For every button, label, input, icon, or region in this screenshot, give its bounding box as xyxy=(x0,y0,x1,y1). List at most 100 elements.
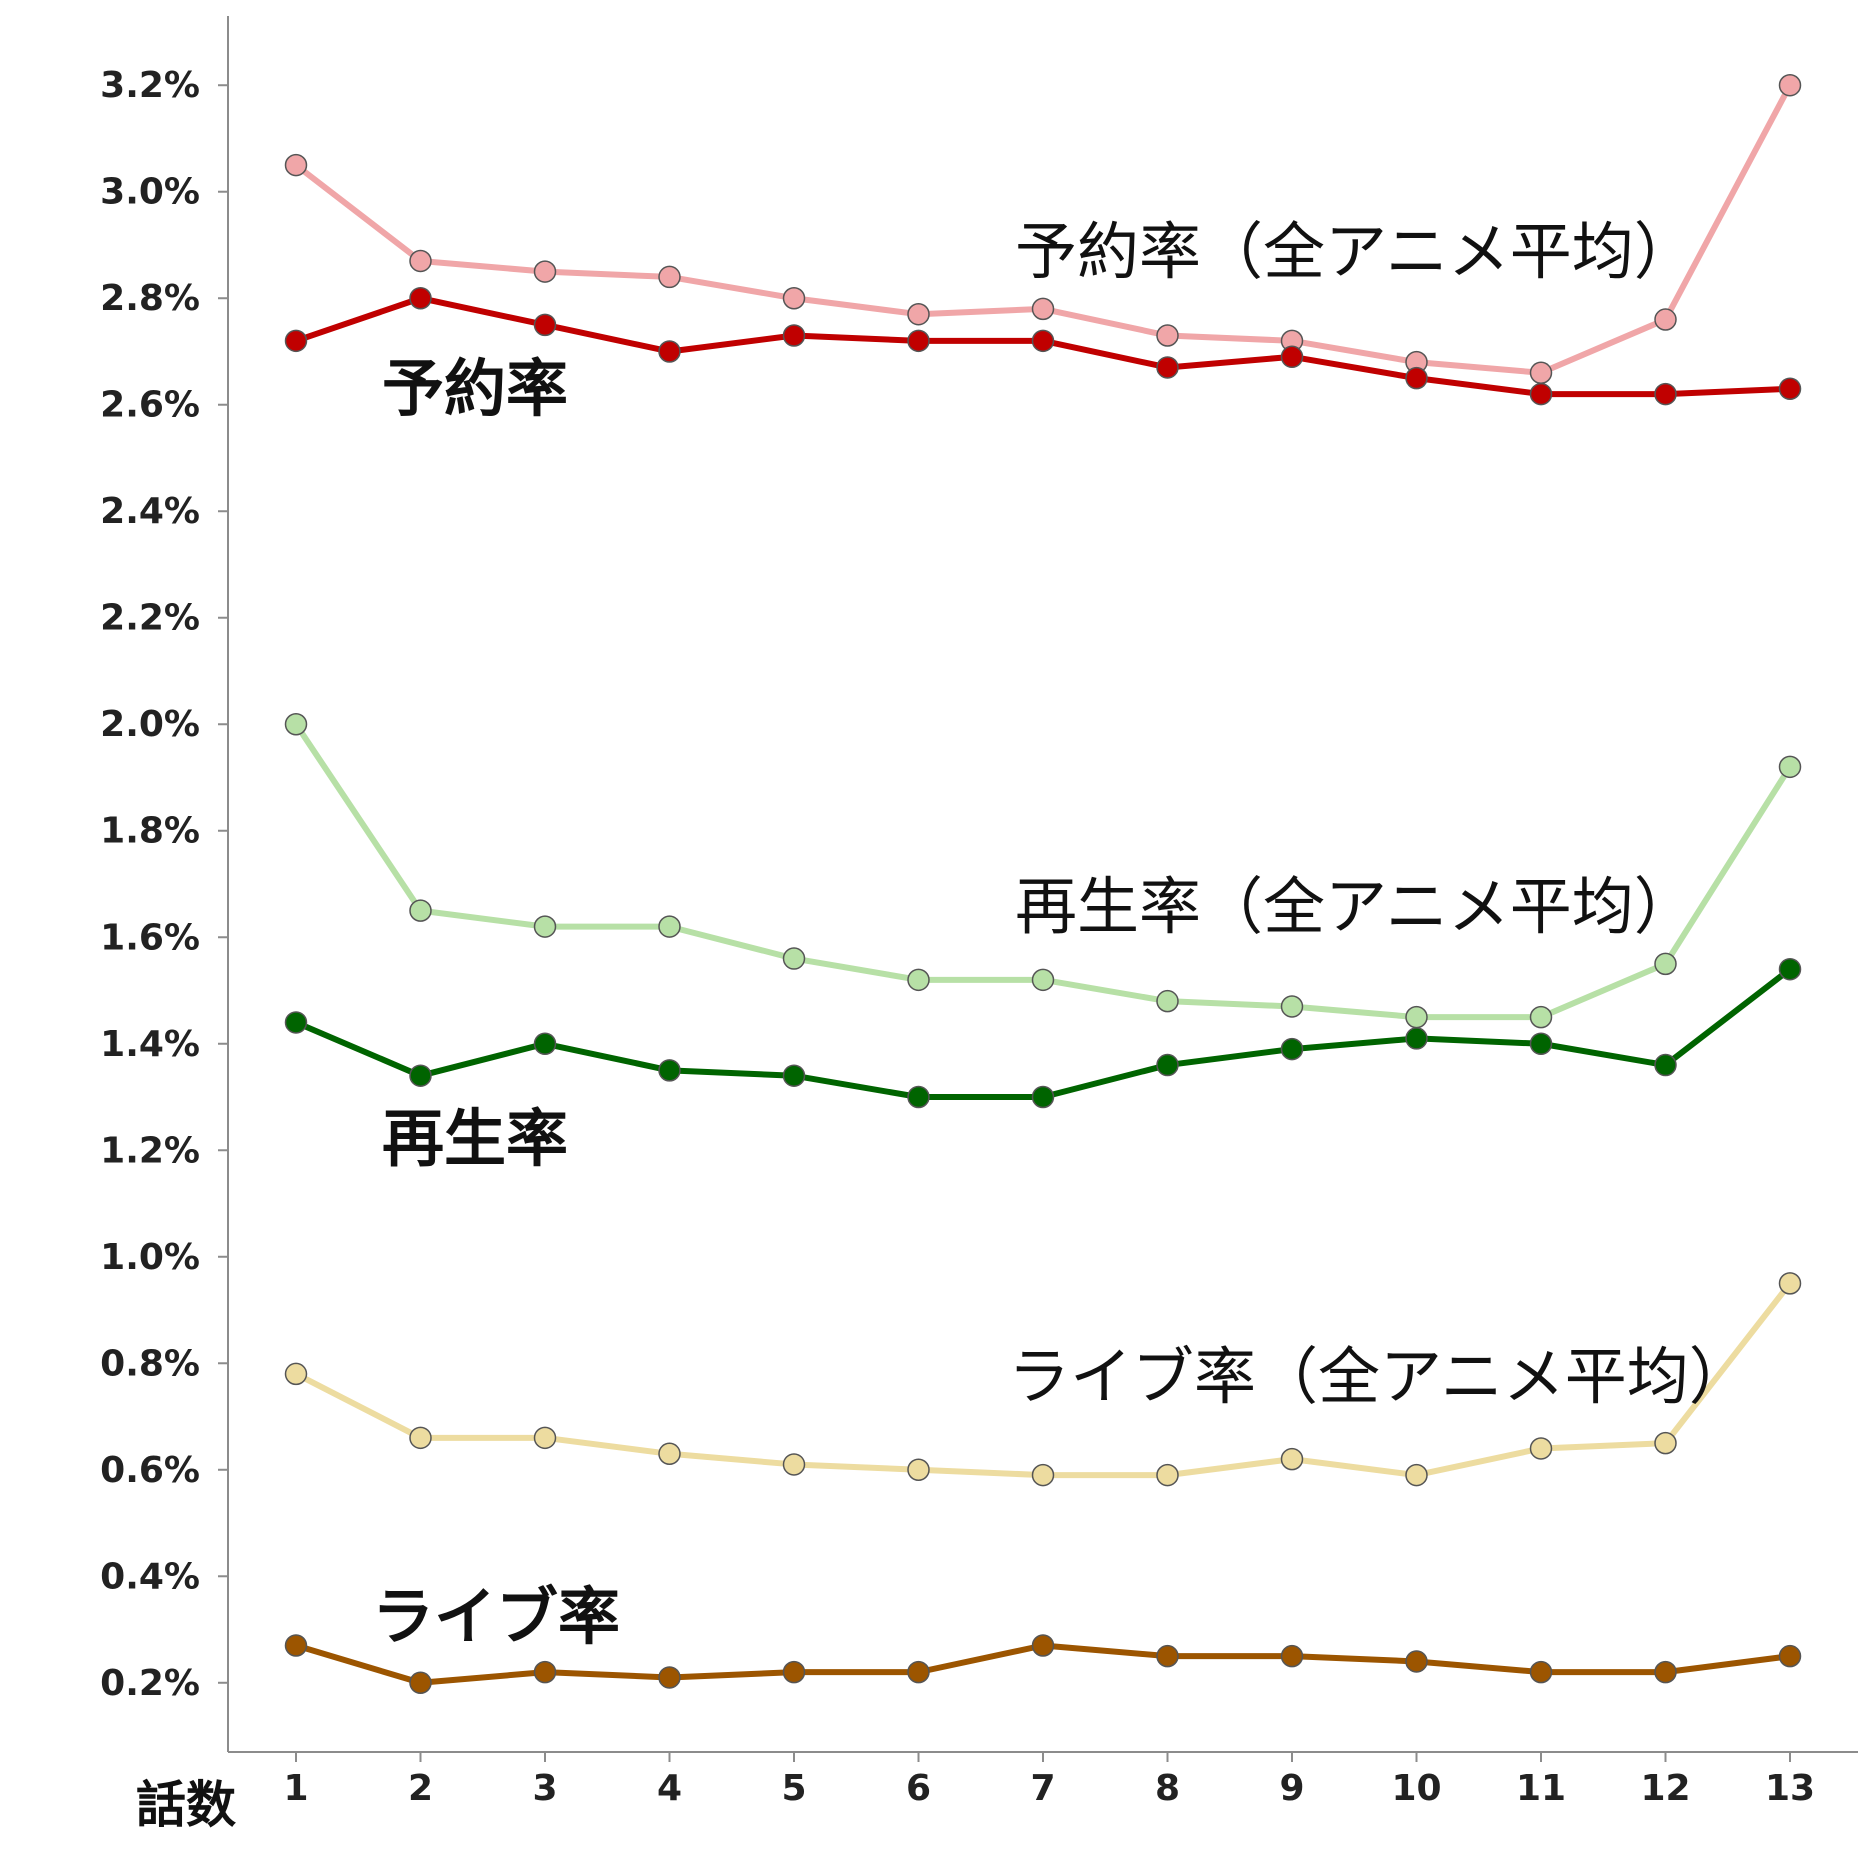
x-tick-label: 8 xyxy=(1155,1768,1180,1809)
data-point-playback_avg xyxy=(533,915,557,938)
data-point-playback_avg xyxy=(1280,995,1304,1018)
data-point-reservation_avg xyxy=(907,302,930,326)
data-point-live xyxy=(1529,1660,1553,1684)
data-point-live xyxy=(907,1660,930,1684)
data-point-playback_avg xyxy=(409,899,432,922)
data-point-live xyxy=(658,1666,681,1689)
y-tick-label: 2.0% xyxy=(100,704,200,745)
x-tick-label: 3 xyxy=(532,1768,557,1809)
y-axis-ticks: 0.2% 0.4% 0.6% 0.8% 1.0% 1.2% 1.4% 1.6% 1.8% 2.0%… xyxy=(100,65,228,1704)
y-tick-label: 0.6% xyxy=(100,1450,200,1491)
x-tick-label: 7 xyxy=(1030,1768,1055,1809)
data-point-live_avg xyxy=(1529,1437,1553,1460)
data-point-live xyxy=(1405,1650,1428,1673)
x-tick-label: 11 xyxy=(1516,1768,1566,1809)
annotation-reservation_avg: 予約率（全アニメ平均） xyxy=(1015,215,1696,288)
data-point-reservation_avg xyxy=(1654,308,1677,331)
data-point-reservation_avg xyxy=(1529,361,1553,385)
y-tick-label: 2.8% xyxy=(100,278,200,319)
data-point-reservation xyxy=(1529,382,1553,406)
data-point-live_avg xyxy=(1031,1463,1055,1487)
data-point-playback_avg xyxy=(1654,952,1677,976)
y-tick-label: 1.6% xyxy=(100,917,200,958)
data-point-reservation_avg xyxy=(284,153,308,177)
series-live_avg xyxy=(284,1272,1802,1487)
series-live xyxy=(284,1634,1802,1695)
y-tick-label: 2.2% xyxy=(100,598,200,639)
series-lines xyxy=(284,73,1802,1695)
data-point-playback xyxy=(907,1085,930,1109)
data-point-live_avg xyxy=(533,1426,557,1450)
data-point-live_avg xyxy=(1778,1272,1802,1295)
annotation-reservation: 予約率 xyxy=(382,352,568,425)
data-point-playback_avg xyxy=(284,712,308,736)
y-tick-label: 3.0% xyxy=(100,172,200,213)
data-point-playback xyxy=(1405,1027,1428,1050)
data-point-live_avg xyxy=(658,1442,681,1466)
data-point-reservation xyxy=(1280,345,1304,369)
y-tick-label: 1.4% xyxy=(100,1024,200,1065)
data-point-live_avg xyxy=(1654,1431,1677,1455)
data-point-playback xyxy=(1156,1053,1179,1077)
series-reservation_avg xyxy=(284,73,1802,385)
data-point-reservation_avg xyxy=(1031,297,1055,321)
y-tick-label: 0.8% xyxy=(100,1343,200,1384)
data-point-playback_avg xyxy=(1031,968,1055,992)
data-point-reservation xyxy=(782,324,806,347)
x-tick-label: 4 xyxy=(657,1768,682,1809)
annotation-live: ライブ率 xyxy=(372,1580,620,1653)
data-point-playback_avg xyxy=(1529,1005,1553,1029)
data-point-reservation xyxy=(533,313,557,337)
data-point-live_avg xyxy=(1405,1463,1428,1487)
data-point-playback_avg xyxy=(1405,1005,1428,1029)
y-tick-label: 1.2% xyxy=(100,1130,200,1171)
data-point-playback_avg xyxy=(782,947,806,970)
data-point-live xyxy=(533,1660,557,1684)
data-point-playback xyxy=(1280,1037,1304,1061)
x-axis-title: 話数 xyxy=(136,1776,236,1834)
series-reservation xyxy=(284,286,1802,406)
x-tick-label: 12 xyxy=(1640,1768,1690,1809)
data-point-live_avg xyxy=(782,1453,806,1476)
x-tick-label: 6 xyxy=(906,1768,931,1809)
x-tick-label: 10 xyxy=(1391,1768,1441,1809)
y-tick-label: 1.8% xyxy=(100,811,200,852)
x-axis-ticks: 1 2 3 4 5 6 7 8 9 10 11 12 13 xyxy=(283,1752,1815,1809)
data-point-live xyxy=(1156,1644,1179,1668)
data-point-live xyxy=(1280,1644,1304,1668)
annotation-playback_avg: 再生率（全アニメ平均） xyxy=(1015,870,1696,943)
data-point-playback xyxy=(1654,1053,1677,1077)
y-tick-label: 2.6% xyxy=(100,385,200,426)
data-point-playback xyxy=(1529,1032,1553,1056)
data-point-reservation_avg xyxy=(782,286,806,310)
data-point-reservation xyxy=(1778,377,1802,401)
data-point-live xyxy=(409,1671,432,1695)
y-tick-label: 1.0% xyxy=(100,1237,200,1278)
data-point-live xyxy=(1778,1644,1802,1668)
data-point-reservation xyxy=(284,329,308,353)
data-point-reservation xyxy=(1031,329,1055,353)
data-point-live_avg xyxy=(409,1426,432,1450)
data-point-live_avg xyxy=(1156,1463,1179,1487)
data-point-playback xyxy=(409,1064,432,1087)
data-point-reservation_avg xyxy=(409,249,432,273)
data-point-reservation xyxy=(1654,382,1677,406)
data-point-reservation xyxy=(658,340,681,363)
x-tick-label: 5 xyxy=(781,1768,806,1809)
data-point-live_avg xyxy=(907,1458,930,1482)
data-point-playback_avg xyxy=(907,968,930,992)
x-tick-label: 1 xyxy=(283,1768,308,1809)
data-point-playback xyxy=(284,1011,308,1034)
data-point-reservation xyxy=(907,329,930,353)
data-point-reservation xyxy=(1405,366,1428,390)
data-point-playback_avg xyxy=(658,915,681,938)
y-tick-label: 3.2% xyxy=(100,65,200,106)
data-point-reservation_avg xyxy=(533,260,557,283)
data-point-live xyxy=(284,1634,308,1657)
data-point-playback xyxy=(1778,957,1802,981)
data-point-reservation_avg xyxy=(658,265,681,289)
data-point-playback xyxy=(658,1059,681,1082)
x-tick-label: 9 xyxy=(1279,1768,1304,1809)
data-point-playback xyxy=(1031,1085,1055,1109)
